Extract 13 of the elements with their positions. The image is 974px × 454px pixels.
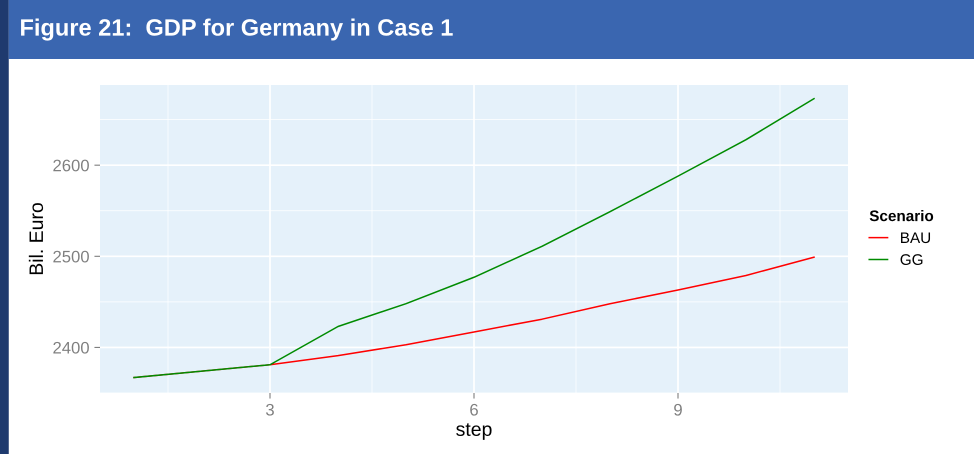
x-tick-label: 3 [266, 404, 274, 416]
legend-label: BAU [901, 232, 930, 244]
x-tick-label: 6 [470, 404, 478, 416]
legend-title: Scenario [870, 210, 934, 222]
y-tick-label: 2500 [53, 250, 89, 263]
x-tick-label: 9 [674, 404, 682, 416]
x-axis-title: step [456, 423, 492, 440]
y-tick-label: 2600 [53, 160, 89, 172]
chart-title: Figure 21: GDP for Germany in Case 1 [21, 18, 453, 41]
line-series [133, 98, 815, 378]
y-tick-label: 2400 [53, 342, 89, 354]
y-axis-title: Bil. Euro [28, 203, 44, 274]
legend-label: GG [900, 254, 922, 265]
